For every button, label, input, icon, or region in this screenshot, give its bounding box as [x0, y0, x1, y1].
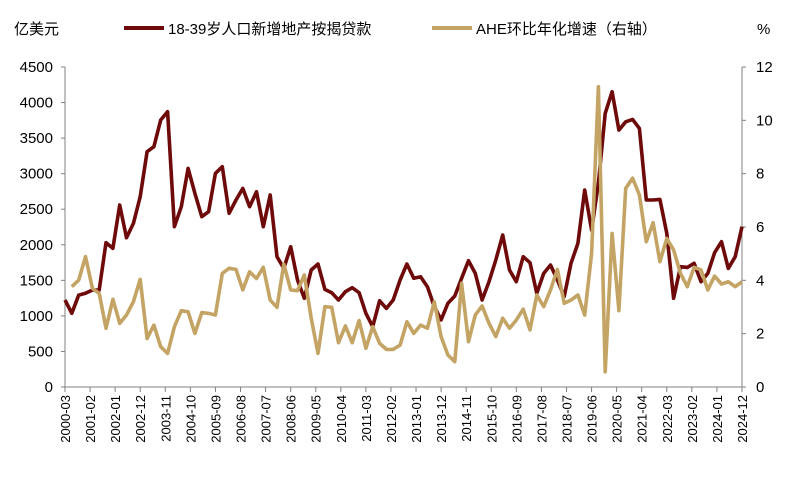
legend-label-mortgage: 18-39岁人口新增地产按揭贷款 — [168, 21, 371, 38]
x-axis-tick-label: 2011-03 — [359, 395, 374, 442]
right-axis-tick-label: 10 — [756, 112, 773, 129]
x-axis-tick-label: 2015-10 — [484, 395, 499, 443]
legend-label-ahe: AHE环比年化增速（右轴） — [476, 21, 657, 38]
right-axis-tick-label: 2 — [756, 326, 764, 343]
x-axis-tick-label: 2023-02 — [685, 395, 700, 443]
x-axis-tick-label: 2003-11 — [158, 395, 173, 442]
x-axis-tick-label: 2013-12 — [434, 395, 449, 443]
x-axis-tick-label: 2005-09 — [208, 395, 223, 443]
left-axis-tick-label: 2500 — [20, 201, 53, 218]
x-axis-tick-label: 2022-03 — [660, 395, 675, 443]
left-axis-tick-label: 4500 — [20, 59, 53, 76]
right-axis-unit: % — [757, 21, 770, 38]
x-axis-tick-label: 2006-08 — [234, 395, 249, 443]
x-axis-tick-label: 2000-03 — [58, 395, 73, 443]
left-axis-tick-label: 2000 — [20, 237, 53, 254]
right-axis-tick-label: 4 — [756, 272, 764, 289]
right-axis-tick-label: 6 — [756, 219, 764, 236]
left-axis-tick-label: 1000 — [20, 308, 53, 325]
x-axis-tick-label: 2007-07 — [259, 395, 274, 443]
x-axis-tick-label: 2009-05 — [309, 395, 324, 443]
x-axis-tick-label: 2012-02 — [384, 395, 399, 443]
left-axis-tick-label: 0 — [45, 379, 53, 396]
left-axis-tick-label: 3500 — [20, 130, 53, 147]
x-axis-tick-label: 2008-06 — [284, 395, 299, 443]
right-axis-tick-label: 8 — [756, 166, 764, 183]
x-axis-tick-label: 2014-11 — [459, 395, 474, 442]
x-axis-tick-label: 2002-12 — [133, 395, 148, 443]
left-axis-tick-label: 3000 — [20, 166, 53, 183]
x-axis-tick-label: 2001-02 — [83, 395, 98, 443]
x-axis-tick-label: 2018-07 — [559, 395, 574, 443]
mortgage-series-line — [63, 89, 744, 329]
x-axis-tick-label: 2024-01 — [710, 395, 725, 443]
left-axis-unit: 亿美元 — [14, 21, 59, 38]
x-axis-tick-label: 2016-09 — [509, 395, 524, 443]
x-axis-tick-label: 2010-04 — [334, 395, 349, 443]
x-axis-tick-label: 2013-01 — [409, 395, 424, 443]
right-axis-tick-label: 12 — [756, 59, 773, 76]
x-axis-tick-label: 2019-06 — [585, 395, 600, 443]
left-axis-tick-label: 4000 — [20, 95, 53, 112]
x-axis-tick-label: 2020-05 — [610, 395, 625, 443]
x-axis-tick-label: 2017-08 — [534, 395, 549, 443]
x-axis-tick-label: 2021-04 — [635, 395, 650, 443]
left-axis-tick-label: 1500 — [20, 272, 53, 289]
left-axis-tick-label: 500 — [28, 343, 53, 360]
x-axis-tick-label: 2024-12 — [735, 395, 750, 443]
right-axis-tick-label: 0 — [756, 379, 764, 396]
x-axis-tick-label: 2004-10 — [183, 395, 198, 443]
x-axis-tick-label: 2002-01 — [108, 395, 123, 443]
ahe-series-line — [70, 84, 744, 374]
legend: 18-39岁人口新增地产按揭贷款 AHE环比年化增速（右轴） — [124, 21, 657, 38]
